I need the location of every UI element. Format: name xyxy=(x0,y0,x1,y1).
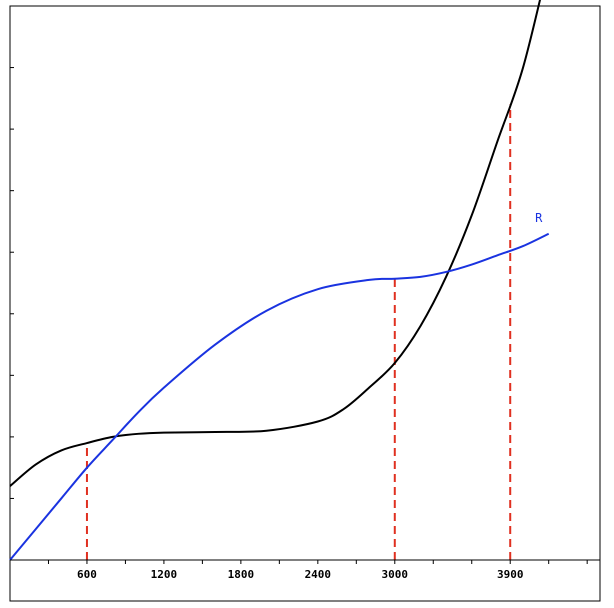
series-line-r xyxy=(9,232,550,561)
x-tick-label-5: 3900 xyxy=(497,568,524,581)
x-tick-label-4: 3000 xyxy=(382,568,409,581)
x-axis-ticks xyxy=(47,560,588,564)
x-tick-label-3: 2400 xyxy=(305,568,332,581)
series-line-c xyxy=(9,0,542,487)
x-tick-label-0: 600 xyxy=(77,568,97,581)
x-tick-label-1: 1200 xyxy=(151,568,178,581)
series-label-r: R xyxy=(535,211,543,225)
reference-lines xyxy=(85,104,512,560)
chart-frame xyxy=(9,5,601,602)
x-tick-label-2: 1800 xyxy=(228,568,255,581)
series-group xyxy=(9,0,550,561)
x-axis-tick-labels: 600 1200 1800 2400 3000 3900 xyxy=(77,568,523,581)
series-labels: CR xyxy=(535,211,543,225)
y-axis-ticks xyxy=(10,67,14,499)
